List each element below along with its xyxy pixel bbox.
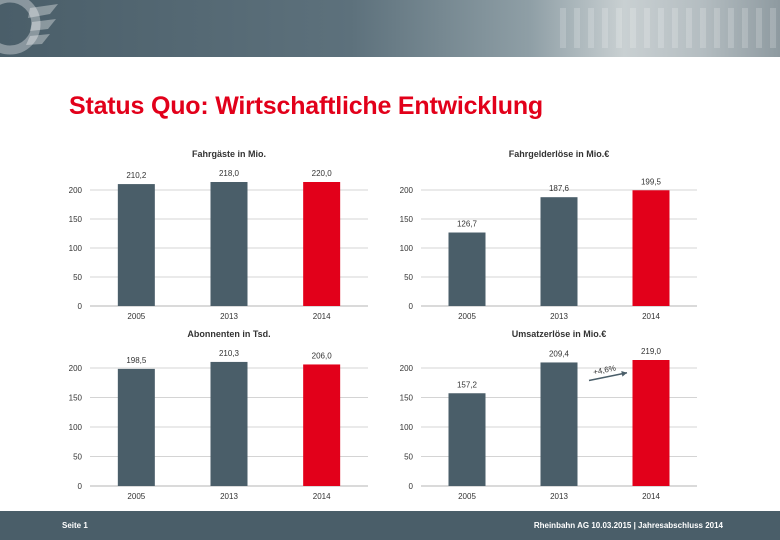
bar — [540, 362, 578, 486]
page-number: Seite 1 — [62, 521, 88, 530]
x-tick-label: 2013 — [550, 492, 568, 501]
growth-arrow-head — [621, 371, 627, 377]
bar — [448, 232, 486, 306]
y-tick-label: 100 — [400, 244, 414, 253]
chart-title: Fahrgelderlöse in Mio.€ — [509, 149, 610, 159]
bar — [117, 368, 155, 486]
y-tick-label: 150 — [400, 215, 414, 224]
bar — [448, 393, 486, 486]
header-band — [0, 0, 780, 57]
y-tick-label: 150 — [69, 215, 83, 224]
bar — [632, 360, 670, 486]
bar — [210, 361, 248, 486]
header-decoration — [560, 8, 780, 48]
y-tick-label: 150 — [69, 394, 83, 403]
y-tick-label: 100 — [400, 423, 414, 432]
data-label: 157,2 — [457, 380, 478, 389]
x-tick-label: 2014 — [313, 492, 331, 501]
data-label: 187,6 — [549, 184, 570, 193]
y-tick-label: 50 — [404, 453, 413, 462]
footer-info: Rheinbahn AG 10.03.2015 | Jahresabschlus… — [533, 521, 723, 530]
y-tick-label: 50 — [404, 273, 413, 282]
footer: Seite 1 Rheinbahn AG 10.03.2015 | Jahres… — [0, 511, 780, 540]
x-tick-label: 2005 — [127, 312, 145, 321]
bar — [303, 364, 341, 486]
y-tick-label: 100 — [69, 244, 83, 253]
company-logo — [0, 0, 58, 55]
y-tick-label: 0 — [409, 482, 414, 491]
data-label: 199,5 — [641, 177, 662, 186]
bar — [540, 197, 578, 306]
bar — [117, 184, 155, 306]
data-label: 220,0 — [312, 169, 333, 178]
chart-title: Fahrgäste in Mio. — [192, 149, 266, 159]
y-tick-label: 50 — [73, 453, 82, 462]
x-tick-label: 2014 — [313, 312, 331, 321]
x-tick-label: 2013 — [220, 492, 238, 501]
data-label: 126,7 — [457, 220, 478, 229]
y-tick-label: 0 — [78, 482, 83, 491]
x-tick-label: 2005 — [458, 492, 476, 501]
x-tick-label: 2005 — [458, 312, 476, 321]
bar — [632, 190, 670, 306]
data-label: 210,3 — [219, 349, 240, 358]
data-label: 218,0 — [219, 169, 240, 178]
bar — [210, 182, 248, 306]
data-label: 209,4 — [549, 349, 570, 358]
x-tick-label: 2014 — [642, 492, 660, 501]
y-tick-label: 100 — [69, 423, 83, 432]
page-title: Status Quo: Wirtschaftliche Entwicklung — [69, 92, 543, 120]
y-tick-label: 50 — [73, 273, 82, 282]
x-tick-label: 2005 — [127, 492, 145, 501]
x-tick-label: 2014 — [642, 312, 660, 321]
growth-arrow-line — [588, 372, 628, 382]
data-label: 206,0 — [312, 351, 333, 360]
x-tick-label: 2013 — [220, 312, 238, 321]
data-label: 210,2 — [126, 171, 147, 180]
growth-annotation: +4,6% — [592, 363, 616, 376]
chart-title: Umsatzerlöse in Mio.€ — [512, 329, 607, 339]
y-tick-label: 200 — [400, 186, 414, 195]
y-tick-label: 200 — [69, 364, 83, 373]
y-tick-label: 200 — [69, 186, 83, 195]
y-tick-label: 0 — [78, 302, 83, 311]
data-label: 219,0 — [641, 347, 662, 356]
bar — [303, 182, 341, 306]
y-tick-label: 200 — [400, 364, 414, 373]
y-tick-label: 0 — [409, 302, 414, 311]
x-tick-label: 2013 — [550, 312, 568, 321]
y-tick-label: 150 — [400, 394, 414, 403]
data-label: 198,5 — [126, 356, 147, 365]
chart-title: Abonnenten in Tsd. — [187, 329, 270, 339]
